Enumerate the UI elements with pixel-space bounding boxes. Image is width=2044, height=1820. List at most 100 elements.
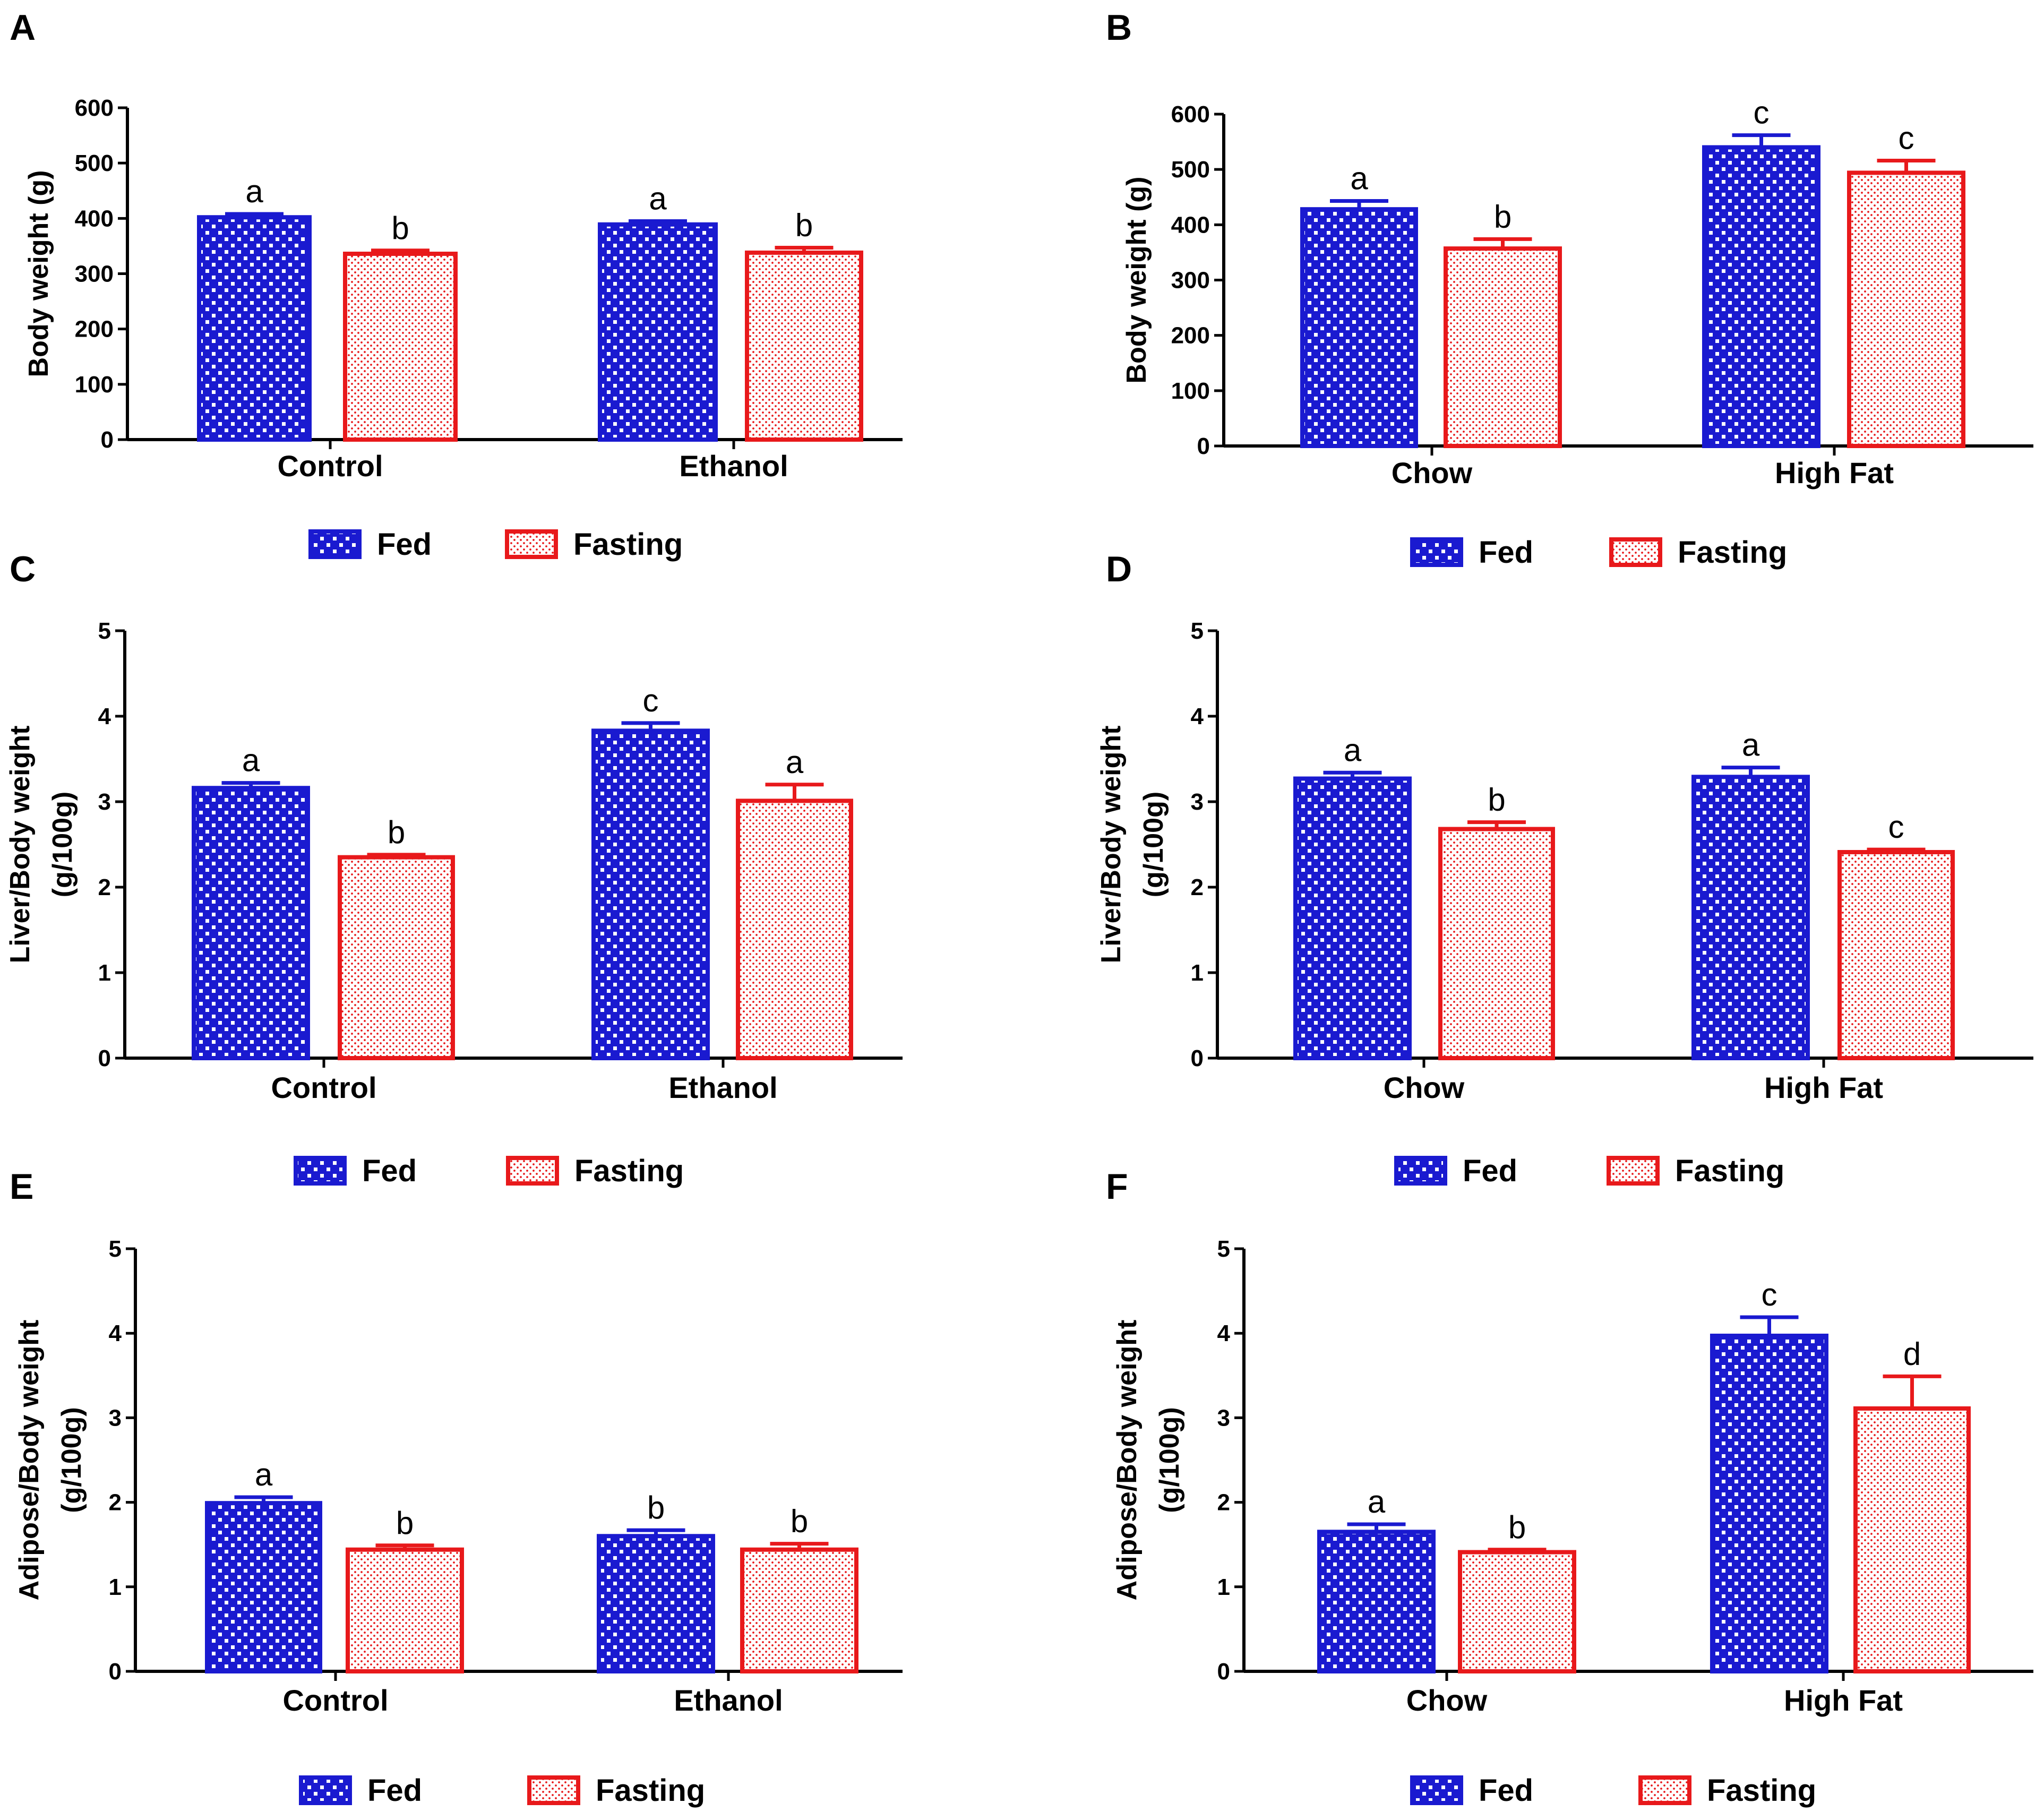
y-axis-label: Liver/Body weight <box>5 726 36 964</box>
bar-fasting-control <box>343 252 458 442</box>
legend-swatch-fasting <box>1609 537 1662 567</box>
category-label-control: Control <box>271 1071 376 1104</box>
panel-letter: A <box>10 7 36 48</box>
significance-letter-fed-control: a <box>242 743 260 778</box>
legend-swatch-fasting <box>1638 1775 1691 1805</box>
category-label-control: Control <box>282 1684 388 1717</box>
y-tick-label: 200 <box>75 316 114 342</box>
significance-letter-fasting-chow: b <box>1508 1509 1526 1545</box>
y-tick-label: 0 <box>109 1659 122 1685</box>
panel-letter: E <box>10 1166 33 1207</box>
bar-fasting-ethanol <box>736 799 853 1060</box>
panel-f: F 0 1 2 3 4 5 Chow High Fat Adipose/Body weight (g… <box>1106 1166 2033 1808</box>
panel-letter: D <box>1106 549 1132 589</box>
y-tick-label: 5 <box>1191 618 1204 644</box>
legend: Fed Fasting <box>1410 535 1787 570</box>
panel-c: C 0 1 2 3 4 5 Control Ethanol Liver/Body weight (g… <box>5 549 903 1188</box>
category-label-high-fat: High Fat <box>1764 1071 1883 1104</box>
significance-letter-fed-control: a <box>245 174 263 209</box>
significance-letter-fed-control: a <box>255 1457 273 1492</box>
significance-letter-fed-high-fat: c <box>1762 1277 1777 1312</box>
y-axis-label: (g/100g) <box>47 792 78 897</box>
bar-fasting-high-fat <box>1837 849 1955 1060</box>
category-label-chow: Chow <box>1392 456 1473 490</box>
y-tick-label: 0 <box>101 427 114 453</box>
y-tick-label: 5 <box>1217 1236 1230 1262</box>
bar-fasting-control <box>346 1547 464 1673</box>
significance-letter-fasting-high-fat: c <box>1899 121 1914 156</box>
category-label-ethanol: Ethanol <box>679 449 788 483</box>
legend-label-fasting: Fasting <box>1707 1773 1816 1808</box>
y-tick-label: 600 <box>1171 101 1210 127</box>
legend-swatch-fasting <box>506 1156 559 1186</box>
y-tick-label: 0 <box>1191 1045 1204 1071</box>
legend: Fed Fasting <box>1394 1154 1784 1188</box>
significance-letter-fasting-high-fat: d <box>1903 1336 1921 1371</box>
category-label-chow: Chow <box>1406 1684 1488 1717</box>
y-axis-label: (g/100g) <box>1154 1407 1185 1513</box>
bar-fed-control <box>192 786 310 1060</box>
y-tick-label: 400 <box>75 205 114 231</box>
bar-fed-chow <box>1293 776 1412 1060</box>
legend: Fed Fasting <box>1410 1773 1816 1808</box>
legend-swatch-fasting <box>1607 1156 1660 1186</box>
panel-letter: C <box>10 549 36 589</box>
significance-letter-fasting-chow: b <box>1488 782 1505 818</box>
category-label-control: Control <box>277 449 383 483</box>
y-tick-label: 3 <box>1191 789 1204 815</box>
y-tick-label: 200 <box>1171 323 1210 349</box>
y-tick-label: 4 <box>1191 703 1204 729</box>
legend-label-fed: Fed <box>367 1773 422 1808</box>
bar-fed-high-fat <box>1702 145 1820 448</box>
legend-label-fasting: Fasting <box>1678 535 1787 570</box>
category-label-high-fat: High Fat <box>1775 456 1894 490</box>
significance-letter-fed-ethanol: a <box>649 181 667 217</box>
legend-swatch-fed <box>294 1156 347 1186</box>
y-tick-label: 5 <box>109 1236 122 1262</box>
significance-letter-fasting-control: b <box>388 814 405 850</box>
legend-swatch-fed <box>1410 537 1463 567</box>
legend-label-fed: Fed <box>377 527 432 562</box>
bar-fed-ethanol <box>591 728 710 1060</box>
legend-label-fed: Fed <box>1479 535 1533 570</box>
y-tick-label: 5 <box>98 618 111 644</box>
y-tick-label: 500 <box>75 150 114 176</box>
y-tick-label: 2 <box>109 1490 122 1516</box>
significance-letter-fasting-ethanol: b <box>795 208 813 243</box>
y-tick-label: 100 <box>1171 378 1210 404</box>
legend-swatch-fed <box>308 529 362 559</box>
y-tick-label: 3 <box>109 1405 122 1431</box>
significance-letter-fed-high-fat: a <box>1742 727 1760 763</box>
significance-letter-fed-chow: a <box>1344 732 1362 768</box>
y-axis-label: Liver/Body weight <box>1096 726 1127 964</box>
significance-letter-fed-high-fat: c <box>1754 95 1770 131</box>
bar-fed-chow <box>1300 207 1418 448</box>
y-tick-label: 3 <box>1217 1405 1230 1431</box>
significance-letter-fasting-ethanol: a <box>786 744 804 780</box>
significance-letter-fed-ethanol: c <box>643 683 659 718</box>
panel-letter: F <box>1106 1166 1128 1207</box>
y-axis-label: Adipose/Body weight <box>1112 1320 1143 1601</box>
legend-swatch-fed <box>1394 1156 1447 1186</box>
significance-letter-fed-chow: a <box>1368 1484 1386 1519</box>
bar-fed-high-fat <box>1691 775 1810 1061</box>
y-axis-label: (g/100g) <box>1138 792 1169 897</box>
category-label-high-fat: High Fat <box>1784 1684 1903 1717</box>
bar-fed-control <box>197 215 312 442</box>
legend-label-fasting: Fasting <box>574 1154 684 1188</box>
legend: Fed Fasting <box>299 1773 705 1808</box>
y-tick-label: 400 <box>1171 212 1210 238</box>
legend-label-fed: Fed <box>1479 1773 1533 1808</box>
y-tick-label: 0 <box>98 1045 111 1071</box>
y-tick-label: 500 <box>1171 157 1210 183</box>
legend: Fed Fasting <box>294 1154 684 1188</box>
y-tick-label: 300 <box>1171 268 1210 294</box>
bar-fasting-chow <box>1444 246 1562 448</box>
y-tick-label: 1 <box>98 960 111 986</box>
significance-letter-fasting-control: b <box>391 210 409 246</box>
panel-a: A 0 100 200 300 400 500 600 Control Ethanol Body w… <box>10 7 903 562</box>
significance-letter-fed-chow: a <box>1350 161 1368 196</box>
bar-fasting-ethanol <box>740 1547 858 1673</box>
y-tick-label: 1 <box>1217 1574 1230 1600</box>
y-tick-label: 1 <box>1191 960 1204 986</box>
